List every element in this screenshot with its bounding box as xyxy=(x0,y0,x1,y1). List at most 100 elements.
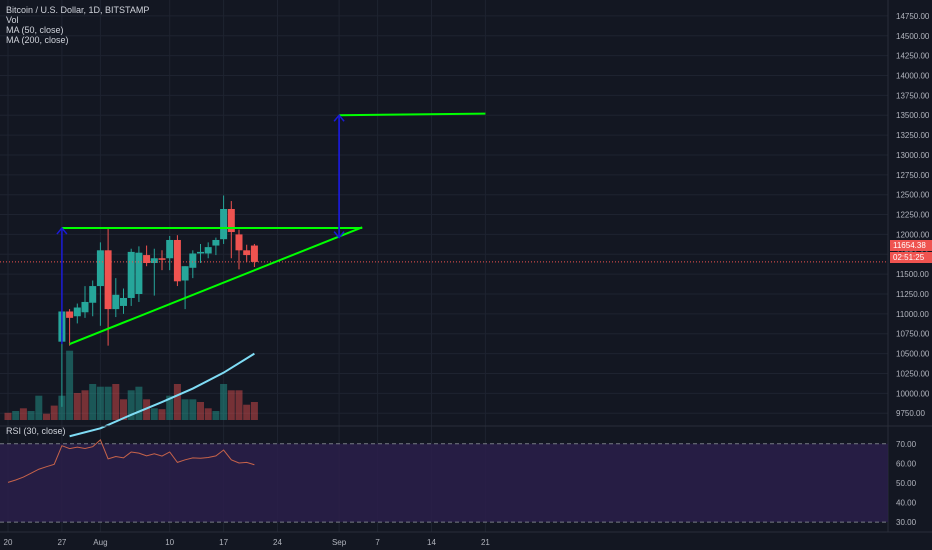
price-tick-label: 13500.00 xyxy=(896,111,930,120)
volume-label[interactable]: Vol xyxy=(6,15,19,25)
candle-body xyxy=(150,258,158,264)
candle-body xyxy=(143,255,151,264)
candle-body xyxy=(73,307,81,317)
volume-bar xyxy=(227,390,235,420)
price-tick-label: 9750.00 xyxy=(896,409,925,418)
time-tick-label: 27 xyxy=(57,538,66,547)
candle-body xyxy=(81,301,89,313)
candle-body xyxy=(66,311,74,318)
rsi-tick-label: 30.00 xyxy=(896,518,917,527)
candle-body xyxy=(120,297,127,306)
candle-body xyxy=(197,251,204,254)
candle-body xyxy=(104,250,112,310)
volume-bar xyxy=(58,395,66,420)
price-tick-label: 13000.00 xyxy=(896,151,930,160)
candle-body xyxy=(212,239,220,246)
measure-arrow-head xyxy=(56,226,68,235)
volume-bar xyxy=(181,399,189,420)
volume-bar xyxy=(35,395,43,420)
chart-legend: Bitcoin / U.S. Dollar, 1D, BITSTAMP Vol … xyxy=(6,5,149,45)
volume-bar xyxy=(150,408,158,420)
ma50-label[interactable]: MA (50, close) xyxy=(6,25,64,35)
volume-bar xyxy=(12,411,20,420)
volume-bar xyxy=(120,399,127,420)
candle-body xyxy=(96,250,104,287)
support-trendline xyxy=(69,226,363,345)
volume-bar xyxy=(19,408,27,420)
time-tick-label: 24 xyxy=(273,538,282,547)
price-tick-label: 12250.00 xyxy=(896,211,930,220)
volume-bar xyxy=(135,386,143,420)
volume-bar xyxy=(235,390,243,420)
candle-body xyxy=(250,245,258,262)
countdown-tag: 02:51:25 xyxy=(890,252,932,263)
candle-body xyxy=(243,250,251,256)
time-tick-label: 21 xyxy=(481,538,490,547)
volume-bar xyxy=(50,405,58,420)
candle-body xyxy=(112,294,120,310)
price-tick-label: 10250.00 xyxy=(896,369,930,378)
rsi-band xyxy=(0,443,888,523)
ma200-label[interactable]: MA (200, close) xyxy=(6,35,69,45)
rsi-legend[interactable]: RSI (30, close) xyxy=(6,426,66,436)
time-tick-label: 7 xyxy=(375,538,380,547)
price-tick-label: 12000.00 xyxy=(896,230,930,239)
price-tick-label: 11000.00 xyxy=(896,310,929,319)
volume-bar xyxy=(143,399,151,420)
measure-arrow-head xyxy=(333,231,345,239)
time-tick-label: Sep xyxy=(332,538,347,547)
candle-body xyxy=(181,266,189,281)
candle-body xyxy=(204,247,212,254)
volume-bar xyxy=(197,402,204,420)
volume-bar xyxy=(89,384,97,420)
candle-body xyxy=(89,286,97,303)
price-tick-label: 13750.00 xyxy=(896,91,930,100)
price-tick-label: 10750.00 xyxy=(896,330,930,339)
rsi-tick-label: 70.00 xyxy=(896,440,917,449)
volume-bar xyxy=(27,411,35,420)
price-tick-label: 14500.00 xyxy=(896,32,930,41)
volume-bar xyxy=(166,395,174,420)
volume-bar xyxy=(243,404,251,420)
time-tick-label: 17 xyxy=(219,538,228,547)
volume-bar xyxy=(81,390,89,420)
rsi-tick-label: 50.00 xyxy=(896,479,917,488)
price-tick-label: 14000.00 xyxy=(896,72,930,81)
time-tick-label: 20 xyxy=(4,538,13,547)
price-tick-label: 11500.00 xyxy=(896,270,929,279)
candle-body xyxy=(235,234,243,251)
candle-body xyxy=(227,208,235,233)
volume-bar xyxy=(96,386,104,420)
volume-bar xyxy=(212,411,220,420)
symbol-title[interactable]: Bitcoin / U.S. Dollar, 1D, BITSTAMP xyxy=(6,5,150,15)
rsi-tick-label: 40.00 xyxy=(896,499,917,508)
rsi-tick-label: 60.00 xyxy=(896,459,917,468)
volume-bar xyxy=(66,350,74,420)
price-tick-label: 10000.00 xyxy=(896,389,930,398)
candle-body xyxy=(127,251,135,298)
volume-bar xyxy=(73,393,81,420)
target-trendline xyxy=(339,112,486,117)
price-tick-label: 12500.00 xyxy=(896,191,930,200)
candle-body xyxy=(173,239,181,282)
price-tick-label: 11250.00 xyxy=(896,290,929,299)
volume-bar xyxy=(4,412,12,420)
time-tick-label: 10 xyxy=(165,538,174,547)
volume-bar xyxy=(250,402,258,420)
volume-bar xyxy=(43,413,50,420)
candle-body xyxy=(189,253,197,268)
rsi-line xyxy=(7,438,255,483)
time-tick-label: Aug xyxy=(93,538,107,547)
volume-bar xyxy=(112,384,120,420)
volume-bar xyxy=(189,399,197,420)
price-tick-label: 14750.00 xyxy=(896,12,930,21)
last-price-tag: 11654.38 xyxy=(890,240,932,251)
price-tick-label: 13250.00 xyxy=(896,131,930,140)
volume-bar xyxy=(158,409,166,420)
volume-bar xyxy=(220,384,228,420)
price-tick-label: 12750.00 xyxy=(896,171,930,180)
price-tick-label: 14250.00 xyxy=(896,52,930,61)
candle-body xyxy=(135,252,143,295)
